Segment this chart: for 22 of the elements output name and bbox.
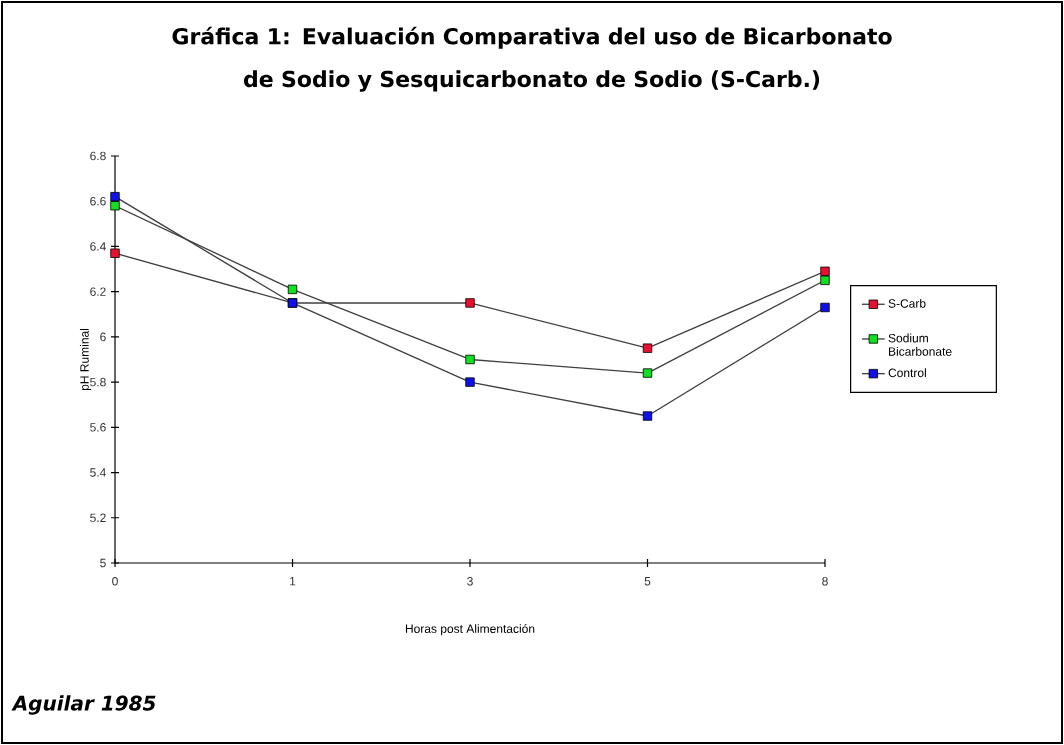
y-axis-title: pH Ruminal (79, 328, 92, 391)
y-tick-label: 6 (100, 332, 106, 342)
legend-label: S-Carb (888, 298, 926, 308)
x-tick-label: 0 (112, 577, 118, 586)
x-tick-label: 5 (644, 577, 651, 586)
chart-title: Gráfica 1: Evaluación Comparativa del uso de Bicarbonato de Sodio y Sesquicarbonato de Sodio (S-Carb.) (172, 26, 892, 92)
x-tick-label: 1 (290, 577, 296, 586)
y-tick-label: 5.8 (90, 377, 106, 387)
y-tick-label: 5 (100, 558, 106, 568)
x-tick-label: 8 (822, 577, 828, 586)
x-tick-label: 3 (467, 577, 473, 586)
y-tick-label: 6.6 (90, 196, 106, 206)
y-tick-label: 5.2 (90, 513, 106, 523)
y-tick-label: 6.8 (90, 151, 106, 161)
legend-label: Control (888, 368, 926, 378)
text: Aguilar 1985 (11, 695, 156, 715)
y-tick-label: 6.2 (90, 287, 106, 296)
y-tick-label: 5.4 (90, 468, 106, 477)
y-tick-label: 6.4 (90, 242, 106, 251)
y-tick-label: 5.6 (90, 423, 106, 432)
x-axis-title: Horas post Alimentación (405, 624, 535, 636)
legend-label: Sodium Bicarbonate (888, 333, 952, 356)
